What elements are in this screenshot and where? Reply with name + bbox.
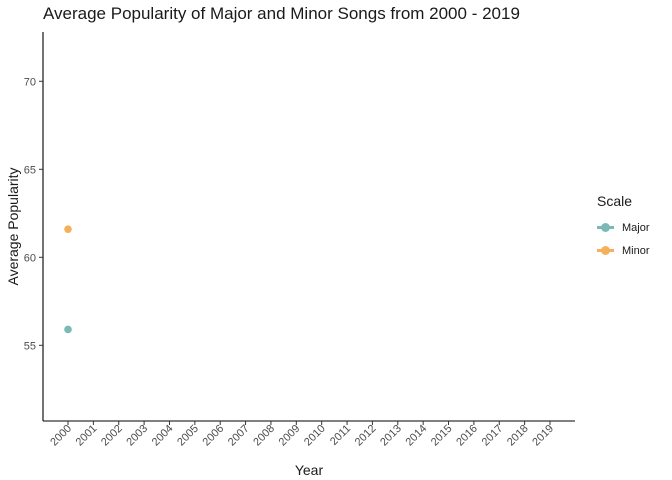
y-axis-title: Average Popularity xyxy=(5,167,21,285)
x-tick-label-2013: 2013 xyxy=(378,423,404,449)
x-tick-label-2011: 2011 xyxy=(328,423,353,448)
legend-label-major: Major xyxy=(622,221,650,234)
legend-key-minor xyxy=(597,242,614,259)
data-point-major-2000 xyxy=(64,325,72,334)
x-tick-label-2017: 2017 xyxy=(480,423,506,449)
legend-item-major: Major xyxy=(597,216,650,239)
legend: Scale Major Minor xyxy=(597,193,650,262)
x-tick-label-2019: 2019 xyxy=(530,423,556,449)
x-tick-label-2016: 2016 xyxy=(454,423,480,449)
x-tick-label-2014: 2014 xyxy=(403,423,429,449)
y-tick-label-55: 55 xyxy=(24,340,36,352)
legend-key-major xyxy=(597,219,614,236)
x-tick-label-2005: 2005 xyxy=(175,423,201,449)
x-tick-label-2010: 2010 xyxy=(302,423,328,449)
y-tick-label-65: 65 xyxy=(24,164,36,176)
x-tick-label-2007: 2007 xyxy=(226,423,252,449)
legend-title: Scale xyxy=(597,193,633,209)
y-tick-label-60: 60 xyxy=(24,252,36,264)
x-tick-label-2012: 2012 xyxy=(353,423,379,449)
x-tick-label-2018: 2018 xyxy=(505,423,531,449)
chart-title: Average Popularity of Major and Minor So… xyxy=(43,4,520,23)
x-tick-label-2003: 2003 xyxy=(124,423,150,449)
x-tick-label-2004: 2004 xyxy=(150,423,176,449)
x-tick-label-2001: 2001 xyxy=(74,423,100,449)
legend-item-minor: Minor xyxy=(597,239,650,262)
x-tick-label-2015: 2015 xyxy=(429,423,455,449)
y-tick-label-70: 70 xyxy=(24,76,36,88)
x-tick-label-2009: 2009 xyxy=(277,423,303,449)
x-tick-label-2000: 2000 xyxy=(48,423,74,449)
x-axis-title: Year xyxy=(295,462,324,478)
x-tick-label-2002: 2002 xyxy=(99,423,125,449)
data-point-minor-2000 xyxy=(64,225,72,233)
x-tick-label-2006: 2006 xyxy=(201,423,227,449)
legend-label-minor: Minor xyxy=(622,244,650,257)
x-tick-label-2008: 2008 xyxy=(251,423,277,449)
